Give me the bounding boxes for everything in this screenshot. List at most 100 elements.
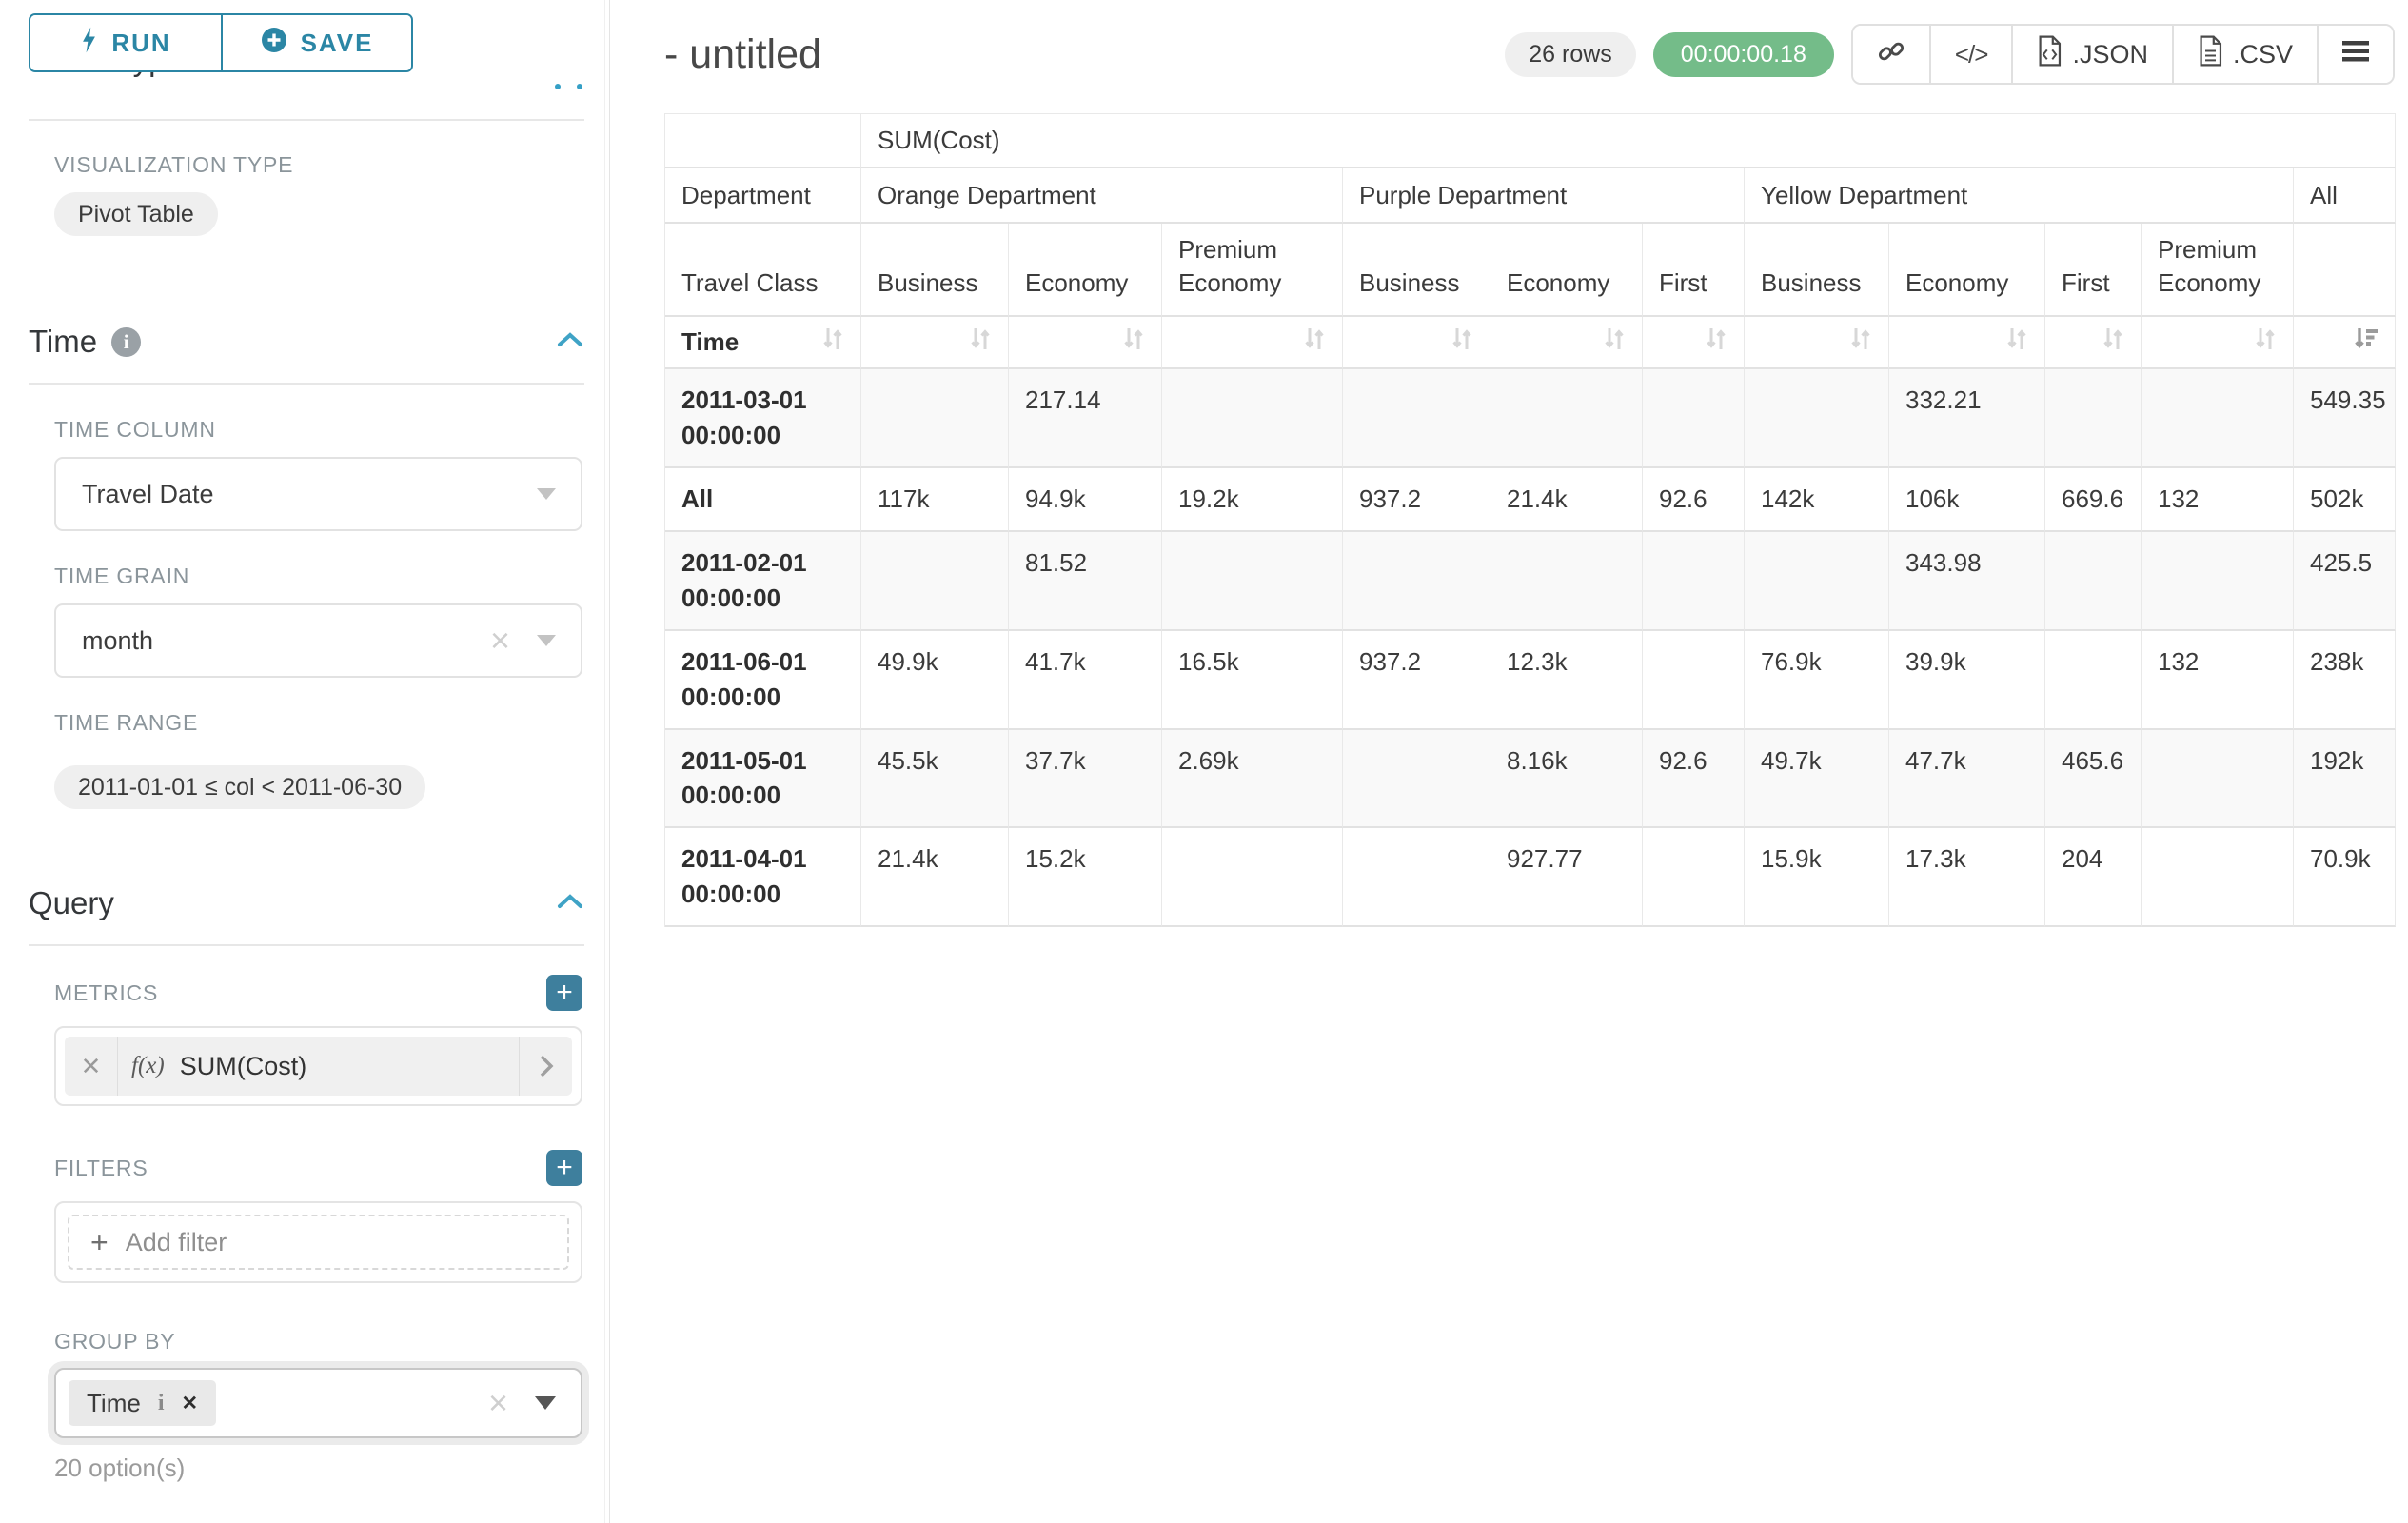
cell — [1162, 369, 1343, 468]
sort-header[interactable] — [2142, 317, 2294, 370]
code-icon: </> — [1954, 39, 1989, 69]
sort-desc-active-icon[interactable] — [2353, 325, 2378, 360]
time-range-label: TIME RANGE — [54, 710, 199, 735]
cell — [1343, 729, 1490, 829]
section-divider — [29, 944, 584, 946]
section-divider — [29, 119, 584, 121]
metric-value: SUM(Cost) — [179, 1051, 307, 1080]
time-range-value[interactable]: 2011-01-01 ≤ col < 2011-06-30 — [54, 765, 426, 809]
chevron-right-icon[interactable] — [519, 1037, 572, 1096]
pivot-table: SUM(Cost) Department Orange Department P… — [664, 113, 2397, 928]
sort-header[interactable] — [1643, 317, 1745, 370]
column-info-icon: i — [157, 1390, 165, 1415]
sort-icon[interactable] — [969, 325, 992, 360]
cell: 45.5k — [861, 729, 1009, 829]
view-query-button[interactable]: </> — [1928, 26, 2012, 83]
row-key: 2011-02-01 00:00:00 — [665, 531, 861, 631]
sort-icon[interactable] — [1705, 325, 1727, 360]
group-by-select[interactable]: Time i ✕ × — [54, 1368, 582, 1438]
row-key: 2011-04-01 00:00:00 — [665, 828, 861, 928]
sort-icon[interactable] — [2254, 325, 2277, 360]
sort-icon[interactable] — [1849, 325, 1872, 360]
sort-header[interactable] — [1343, 317, 1490, 370]
chevron-down-icon[interactable] — [537, 488, 556, 500]
sort-header[interactable] — [1009, 317, 1162, 370]
remove-tag-icon[interactable]: ✕ — [181, 1392, 199, 1414]
cell: 117k — [861, 468, 1009, 532]
sort-header[interactable] — [1490, 317, 1643, 370]
sort-header-active[interactable] — [2294, 317, 2397, 370]
department-group-header: Orange Department — [861, 168, 1343, 224]
cell — [2142, 729, 2294, 829]
export-json-button[interactable]: .JSON — [2011, 26, 2172, 83]
query-section-header: Query — [29, 885, 584, 921]
cell — [1343, 369, 1490, 468]
cell: 39.9k — [1889, 630, 2045, 730]
sort-header-time[interactable]: Time — [665, 317, 861, 370]
query-section-title: Query — [29, 885, 114, 920]
cell — [1643, 369, 1745, 468]
chart-title[interactable]: - untitled — [664, 30, 821, 77]
cell: 49.9k — [861, 630, 1009, 730]
sort-icon[interactable] — [1303, 325, 1326, 360]
cell: 37.7k — [1009, 729, 1162, 829]
chevron-down-icon[interactable] — [535, 1396, 556, 1410]
sort-icon[interactable] — [2102, 325, 2124, 360]
row-key: 2011-03-01 00:00:00 — [665, 369, 861, 468]
collapse-chevron-icon[interactable] — [556, 330, 584, 354]
cell: 21.4k — [1490, 468, 1643, 532]
remove-metric-icon[interactable]: ✕ — [65, 1037, 118, 1096]
cell: 15.9k — [1745, 828, 1889, 928]
time-section-title: Time — [29, 324, 98, 359]
json-file-icon — [2037, 35, 2063, 73]
chevron-down-icon[interactable] — [537, 635, 556, 646]
add-metric-button[interactable]: + — [546, 975, 582, 1011]
cell: 12.3k — [1490, 630, 1643, 730]
export-csv-button[interactable]: .CSV — [2171, 26, 2317, 83]
sort-header[interactable] — [861, 317, 1009, 370]
visualization-type-label: VISUALIZATION TYPE — [54, 152, 294, 177]
sort-icon[interactable] — [1603, 325, 1626, 360]
corner-cell — [665, 114, 861, 168]
time-grain-select[interactable]: month × — [54, 603, 582, 678]
sort-header[interactable] — [1889, 317, 2045, 370]
sort-icon[interactable] — [821, 325, 844, 360]
metric-item[interactable]: ✕ f(x) SUM(Cost) — [65, 1037, 572, 1096]
panel-resize-handle[interactable] — [555, 84, 582, 89]
cell: 192k — [2294, 729, 2397, 829]
collapse-chevron-icon[interactable] — [556, 892, 584, 916]
run-button[interactable]: RUN — [30, 15, 221, 70]
class-header: Business — [1745, 224, 1889, 318]
department-header-row: Department Orange Department Purple Depa… — [665, 168, 2397, 224]
sort-header[interactable] — [1162, 317, 1343, 370]
add-filter-button[interactable]: + Add filter — [68, 1215, 569, 1270]
class-header: Economy — [1009, 224, 1162, 318]
cell: 16.5k — [1162, 630, 1343, 730]
hamburger-menu-icon — [2342, 40, 2369, 69]
more-menu-button[interactable] — [2317, 26, 2393, 83]
clear-icon[interactable]: × — [487, 1383, 508, 1422]
function-icon: f(x) — [131, 1053, 165, 1078]
info-icon: i — [111, 326, 142, 357]
cell — [1643, 531, 1745, 631]
sort-icon[interactable] — [2005, 325, 2028, 360]
sort-icon[interactable] — [1451, 325, 1473, 360]
time-column-select[interactable]: Travel Date — [54, 457, 582, 531]
table-row: 2011-05-01 00:00:00 45.5k 37.7k 2.69k 8.… — [665, 729, 2397, 829]
share-link-button[interactable] — [1852, 26, 1929, 83]
save-button[interactable]: SAVE — [221, 15, 411, 70]
department-group-header: Yellow Department — [1745, 168, 2294, 224]
sort-icon[interactable] — [1122, 325, 1145, 360]
sort-header[interactable] — [2045, 317, 2142, 370]
cell: 343.98 — [1889, 531, 2045, 631]
cell: 15.2k — [1009, 828, 1162, 928]
csv-file-icon — [2198, 35, 2223, 73]
cell — [2142, 531, 2294, 631]
visualization-type-value[interactable]: Pivot Table — [54, 192, 218, 236]
class-header-empty — [2294, 224, 2397, 318]
add-filter-plus-button[interactable]: + — [546, 1150, 582, 1186]
cell: 132 — [2142, 468, 2294, 532]
clear-icon[interactable]: × — [489, 621, 510, 660]
cell: 106k — [1889, 468, 2045, 532]
sort-header[interactable] — [1745, 317, 1889, 370]
